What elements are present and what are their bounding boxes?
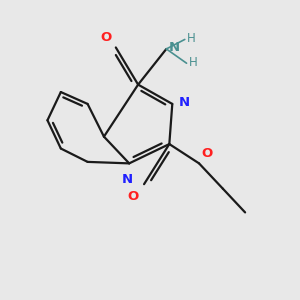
Text: O: O: [128, 190, 139, 202]
Text: H: H: [187, 32, 196, 45]
Text: O: O: [201, 147, 213, 160]
Text: H: H: [189, 56, 198, 68]
Text: O: O: [100, 31, 111, 44]
Text: N: N: [121, 173, 132, 186]
Text: N: N: [179, 96, 190, 109]
Text: N: N: [169, 41, 180, 54]
